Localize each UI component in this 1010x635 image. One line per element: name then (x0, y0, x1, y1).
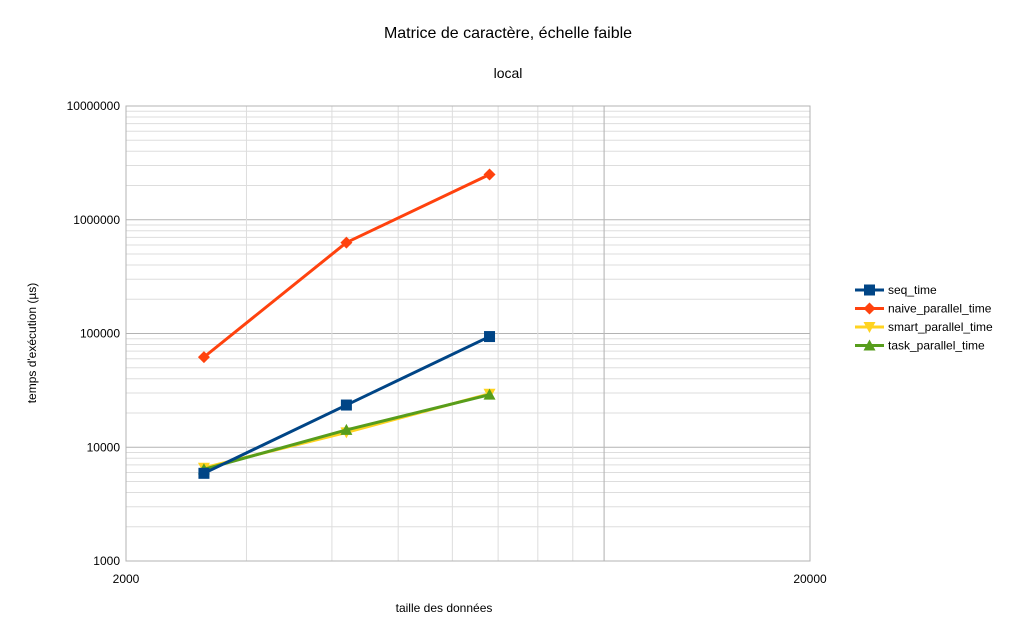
gridlines (126, 106, 810, 561)
data-point (197, 351, 210, 364)
x-tick-label: 20000 (793, 572, 827, 586)
x-tick-label: 2000 (113, 572, 140, 586)
y-tick-label: 1000000 (73, 213, 120, 227)
chart-title: Matrice de caractère, échelle faible (384, 25, 632, 42)
y-tick-label: 10000000 (67, 99, 121, 113)
legend-label: task_parallel_time (888, 339, 985, 353)
legend-swatch-marker (863, 302, 876, 315)
legend-swatch-marker (863, 339, 876, 351)
legend-item: smart_parallel_time (855, 320, 993, 334)
legend-item: task_parallel_time (855, 339, 985, 353)
data-point (340, 423, 353, 435)
chart-subtitle: local (494, 65, 523, 81)
data-point (483, 388, 496, 400)
data-point (484, 331, 496, 343)
legend-swatch-marker (864, 284, 875, 296)
y-tick-label: 100000 (80, 327, 120, 341)
x-axis-ticks: 2000 20000 (113, 572, 827, 586)
plot-area-border (125, 105, 811, 562)
x-axis-title: taille des données (396, 601, 493, 615)
y-axis-ticks: 1000 10000 100000 1000000 10000000 (67, 99, 121, 568)
legend-item: naive_parallel_time (855, 302, 992, 316)
y-axis-title: temps d'exécution (µs) (25, 283, 39, 404)
data-point (340, 399, 352, 411)
y-tick-label: 10000 (87, 440, 121, 454)
y-tick-label: 1000 (93, 554, 120, 568)
legend-label: seq_time (888, 283, 937, 297)
series-layer (197, 168, 496, 479)
data-point (340, 236, 353, 249)
legend-label: naive_parallel_time (888, 302, 992, 316)
series-seq_time (198, 331, 496, 479)
legend-item: seq_time (855, 283, 937, 297)
series-naive_parallel_time (197, 168, 496, 364)
data-point (198, 467, 210, 479)
legend: seq_time naive_parallel_time smart_paral… (855, 283, 993, 353)
legend-label: smart_parallel_time (888, 320, 993, 334)
data-point (483, 168, 496, 181)
legend-swatch-marker (863, 322, 876, 333)
